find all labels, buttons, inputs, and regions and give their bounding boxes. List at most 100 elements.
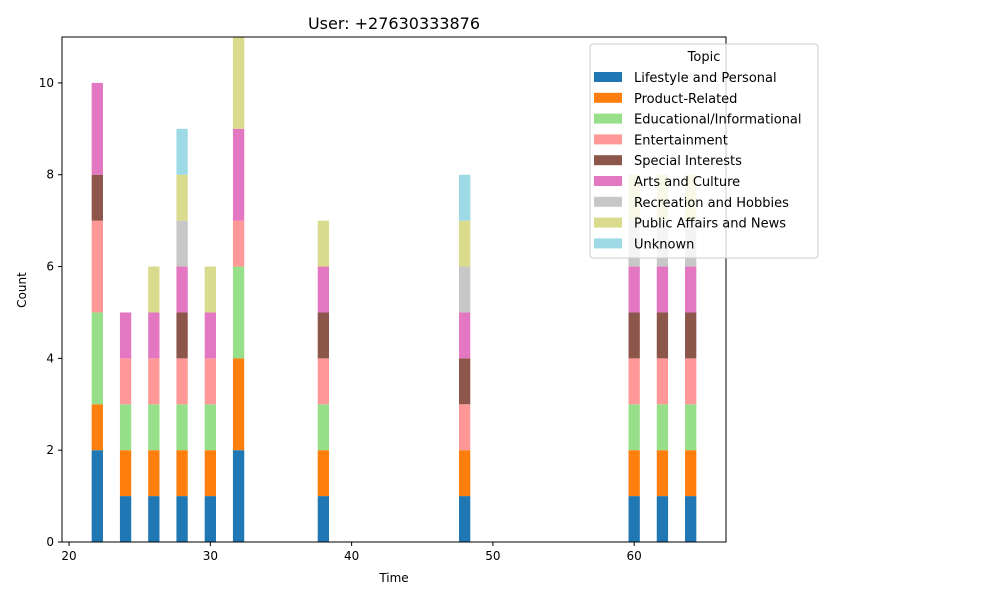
- bar-segment-48-series-1: [458, 450, 471, 497]
- bar-segment-26-series-7: [148, 266, 160, 313]
- bar-segment-48-series-5: [458, 312, 471, 359]
- bar-segment-62-series-5: [656, 266, 669, 313]
- bar-segment-38-series-5: [317, 266, 330, 313]
- bar-segment-32-series-7: [232, 37, 245, 129]
- legend-swatch-6: [594, 196, 622, 207]
- bar-segment-26-series-2: [148, 404, 160, 451]
- y-tick-label-6: 6: [46, 260, 54, 274]
- bar-segment-48-series-8: [458, 174, 471, 221]
- x-tick-label-60: 60: [627, 549, 642, 563]
- bar-segment-24-series-1: [119, 450, 132, 497]
- bar-segment-28-series-3: [176, 358, 188, 405]
- bar-segment-48-series-7: [458, 220, 471, 267]
- bar-segment-62-series-0: [656, 496, 669, 542]
- x-axis-ticks: 20 30 40 50 60: [61, 542, 642, 563]
- bar-segment-22-series-0: [91, 450, 103, 542]
- legend-label-4: Special Interests: [634, 154, 742, 169]
- legend-swatch-7: [594, 217, 622, 228]
- bar-segment-48-series-6: [458, 266, 471, 313]
- bar-segment-28-series-8: [176, 128, 188, 175]
- x-tick-label-30: 30: [203, 549, 218, 563]
- bar-segment-60-series-1: [628, 450, 640, 497]
- bar-segment-60-series-5: [628, 266, 640, 313]
- legend-swatch-8: [594, 238, 622, 249]
- bar-segment-38-series-7: [317, 220, 330, 267]
- legend-label-6: Recreation and Hobbies: [634, 196, 789, 211]
- legend-swatch-0: [594, 72, 622, 82]
- bar-segment-32-series-1: [232, 358, 245, 451]
- bar-segment-28-series-4: [176, 312, 188, 359]
- bar-segment-64-series-1: [685, 450, 697, 497]
- bar-segment-22-series-2: [91, 312, 103, 405]
- bar-segment-30-series-0: [204, 496, 216, 542]
- bar-segment-24-series-2: [119, 404, 132, 451]
- legend-label-5: Arts and Culture: [634, 175, 740, 190]
- y-axis-ticks: 0 2 4 6 8 10: [39, 76, 62, 549]
- legend-label-2: Educational/Informational: [634, 113, 802, 128]
- y-tick-label-2: 2: [46, 443, 54, 457]
- bar-segment-62-series-1: [656, 450, 669, 497]
- bar-segment-28-series-5: [176, 266, 188, 313]
- legend-swatch-1: [594, 92, 622, 103]
- bar-segment-26-series-1: [148, 450, 160, 497]
- bar-segment-32-series-5: [232, 128, 245, 221]
- bar-segment-48-series-0: [458, 496, 471, 542]
- bar-segment-26-series-3: [148, 358, 160, 405]
- bar-segment-64-series-3: [685, 358, 697, 405]
- bar-segment-22-series-1: [91, 404, 103, 451]
- bar-segment-60-series-0: [628, 496, 640, 542]
- bar-segment-60-series-2: [628, 404, 640, 451]
- legend-swatch-2: [594, 113, 622, 124]
- bar-segment-26-series-0: [148, 496, 160, 542]
- x-tick-label-40: 40: [344, 549, 359, 563]
- legend-box: [589, 43, 819, 259]
- bar-segment-38-series-4: [317, 312, 330, 359]
- bar-segment-64-series-4: [685, 312, 697, 359]
- bar-segment-48-series-3: [458, 404, 471, 451]
- bar-segment-28-series-6: [176, 220, 188, 267]
- legend-swatch-5: [594, 176, 622, 186]
- bar-segment-62-series-4: [656, 312, 669, 359]
- bar-segment-60-series-4: [628, 312, 640, 359]
- bar-segment-26-series-5: [148, 312, 160, 359]
- bar-segment-28-series-7: [176, 174, 188, 221]
- y-tick-label-8: 8: [46, 168, 54, 182]
- bar-segment-22-series-3: [91, 220, 103, 313]
- bar-segment-24-series-3: [119, 358, 132, 405]
- bar-segment-64-series-5: [685, 266, 697, 313]
- bar-segment-24-series-5: [119, 312, 132, 359]
- bar-segment-38-series-0: [317, 496, 330, 542]
- bar-segment-64-series-2: [685, 404, 697, 451]
- legend-swatch-3: [594, 134, 622, 145]
- bar-segment-28-series-1: [176, 450, 188, 497]
- bar-segment-30-series-3: [204, 358, 216, 405]
- y-axis-label: Count: [15, 272, 29, 308]
- x-axis-label: Time: [378, 571, 408, 585]
- legend-title: Topic: [687, 50, 721, 65]
- bar-segment-64-series-0: [685, 496, 697, 542]
- bar-segment-24-series-0: [119, 496, 132, 542]
- bar-segment-38-series-3: [317, 358, 330, 405]
- bar-segment-62-series-2: [656, 404, 669, 451]
- bar-segment-32-series-3: [232, 220, 245, 267]
- legend-label-8: Unknown: [634, 237, 694, 252]
- x-tick-label-50: 50: [485, 549, 500, 563]
- bar-segment-28-series-0: [176, 496, 188, 542]
- plot-frame: [61, 36, 727, 543]
- bar-segment-30-series-1: [204, 450, 216, 497]
- legend-label-0: Lifestyle and Personal: [634, 71, 777, 86]
- legend-label-3: Entertainment: [634, 133, 728, 148]
- bar-segment-38-series-1: [317, 450, 330, 497]
- y-tick-label-4: 4: [46, 351, 54, 365]
- bar-segment-62-series-3: [656, 358, 669, 405]
- bar-segment-28-series-2: [176, 404, 188, 451]
- bar-segment-22-series-4: [91, 174, 103, 221]
- bar-segment-60-series-3: [628, 358, 640, 405]
- y-tick-label-10: 10: [39, 76, 54, 90]
- bar-segment-38-series-2: [317, 404, 330, 451]
- legend-label-1: Product-Related: [634, 92, 737, 107]
- bar-segment-48-series-4: [458, 358, 471, 405]
- x-tick-label-20: 20: [61, 549, 76, 563]
